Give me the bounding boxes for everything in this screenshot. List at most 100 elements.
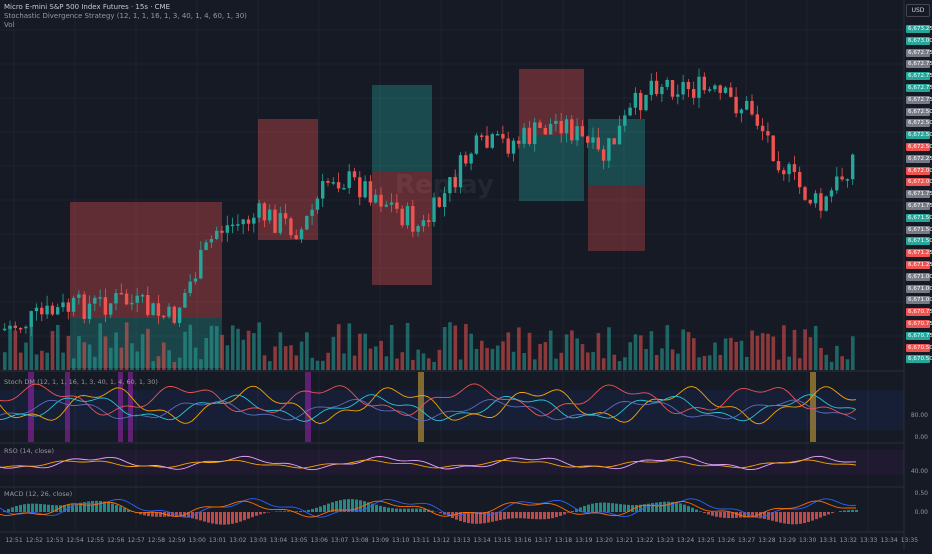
candle-body — [597, 137, 600, 149]
volume-bar — [602, 358, 606, 370]
currency-badge[interactable]: USD — [906, 4, 930, 17]
macd-histogram-bar — [855, 510, 858, 512]
volume-bar — [533, 359, 537, 370]
time-tick: 13:15 — [494, 537, 511, 544]
volume-bar — [692, 338, 696, 370]
volume-bar — [772, 337, 776, 370]
macd-histogram-bar — [815, 512, 818, 519]
candle-body — [51, 306, 54, 315]
volume-bar — [268, 361, 272, 370]
macd-histogram-bar — [399, 509, 402, 512]
time-tick: 13:33 — [860, 537, 877, 544]
candle-body — [666, 80, 669, 87]
replay-watermark: Replay — [395, 170, 494, 200]
macd-panel-label[interactable]: MACD (12, 26, close) — [4, 490, 72, 498]
time-tick: 13:13 — [453, 537, 470, 544]
candle-body — [220, 231, 223, 233]
volume-bar — [713, 342, 717, 370]
candle-body — [151, 303, 154, 315]
volume-bar — [83, 342, 87, 370]
candle-body — [835, 176, 838, 190]
rsi-panel-label[interactable]: RSO (14, close) — [4, 447, 54, 455]
macd-histogram-bar — [227, 512, 230, 524]
macd-histogram-bar — [35, 504, 38, 512]
macd-histogram-bar — [539, 512, 542, 519]
macd-histogram-bar — [327, 504, 330, 512]
time-tick: 13:22 — [636, 537, 653, 544]
volume-bar — [745, 357, 749, 370]
volume-bar — [554, 359, 558, 370]
macd-histogram-bar — [663, 502, 666, 512]
volume-bar — [77, 336, 81, 370]
volume-bar — [719, 355, 723, 370]
candle-body — [422, 220, 425, 226]
candle-body — [109, 303, 112, 314]
time-tick: 12:52 — [26, 537, 43, 544]
volume-bar — [279, 332, 283, 370]
macd-histogram-bar — [847, 510, 850, 512]
volume-bar — [236, 329, 240, 370]
volume-bar — [560, 353, 564, 370]
symbol-title: Micro E-mini S&P 500 Index Futures · 15s… — [4, 3, 170, 12]
candle-body — [204, 242, 207, 250]
macd-histogram-bar — [387, 508, 390, 512]
macd-histogram-bar — [763, 512, 766, 519]
candle-body — [687, 82, 690, 89]
candle-body — [141, 295, 144, 297]
stoch-panel-label[interactable]: Stoch DM (12, 1, 1, 16, 1, 3, 40, 1, 4, … — [4, 378, 158, 386]
volume-bar — [284, 346, 288, 370]
volume-bar — [544, 342, 548, 370]
macd-histogram-bar — [715, 512, 718, 517]
volume-bar — [432, 362, 436, 370]
time-tick: 13:10 — [392, 537, 409, 544]
macd-histogram-bar — [315, 508, 318, 512]
candle-body — [252, 218, 255, 224]
macd-histogram-bar — [43, 504, 46, 512]
candle-body — [517, 141, 520, 144]
candle-body — [825, 196, 828, 210]
price-level-tag: 6,671.75 — [906, 202, 930, 210]
price-level-tag: 6,670.75 — [906, 308, 930, 316]
volume-bar — [120, 348, 124, 370]
rsi-axis-tick: 40.00 — [911, 468, 928, 475]
macd-histogram-bar — [407, 509, 410, 512]
candle-body — [432, 198, 435, 222]
candle-body — [35, 308, 38, 311]
candle-body — [464, 155, 467, 163]
candle-body — [793, 164, 796, 172]
price-level-tag: 6,672.00 — [906, 178, 930, 186]
macd-histogram-bar — [695, 510, 698, 512]
macd-histogram-bar — [587, 505, 590, 512]
price-level-tag: 6,670.75 — [906, 320, 930, 328]
volume-bar — [454, 325, 458, 370]
macd-histogram-bar — [527, 512, 530, 519]
candle-body — [522, 128, 525, 144]
macd-axis-tick: 0.50 — [915, 490, 928, 497]
time-tick: 13:32 — [840, 537, 857, 544]
candle-body — [544, 128, 547, 135]
macd-histogram-bar — [151, 512, 154, 517]
macd-histogram-bar — [591, 504, 594, 512]
price-level-tag: 6,672.75 — [906, 72, 930, 80]
candle-body — [512, 141, 515, 154]
macd-histogram-bar — [735, 512, 738, 518]
macd-histogram-bar — [311, 509, 314, 512]
candle-body — [782, 170, 785, 174]
macd-histogram-bar — [275, 511, 278, 512]
volume-bar — [565, 334, 569, 370]
indicator-title[interactable]: Stochastic Divergence Strategy (12, 1, 1… — [4, 12, 247, 21]
volume-bar — [443, 327, 447, 370]
volume-bar — [19, 353, 23, 370]
volume-title[interactable]: Vol — [4, 21, 14, 30]
volume-bar — [634, 334, 638, 370]
time-tick: 13:26 — [718, 537, 735, 544]
candle-body — [300, 229, 303, 238]
candle-body — [655, 81, 658, 94]
candle-body — [136, 296, 139, 303]
volume-bar — [708, 355, 712, 370]
macd-histogram-bar — [211, 512, 214, 523]
candle-body — [385, 205, 388, 207]
candle-body — [591, 137, 594, 142]
